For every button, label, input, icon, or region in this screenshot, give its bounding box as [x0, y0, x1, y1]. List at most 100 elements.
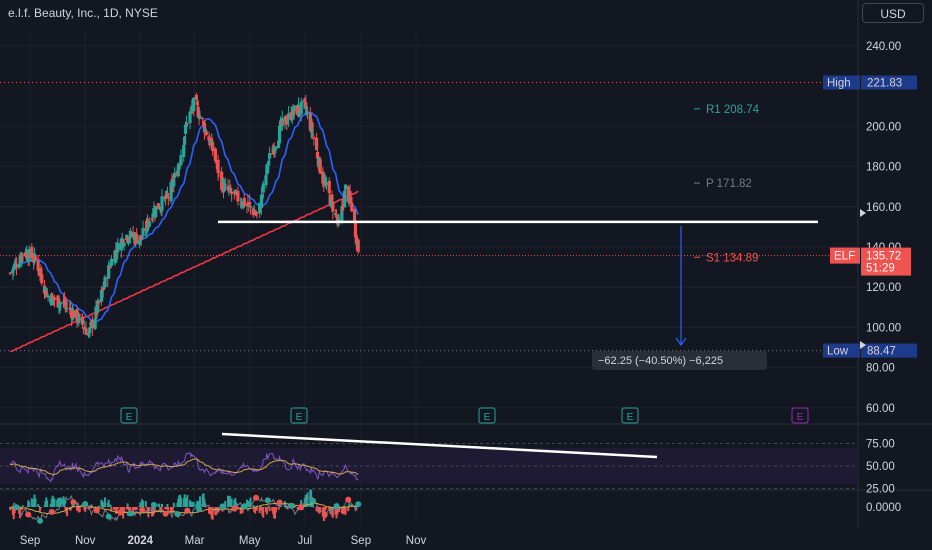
candle-body [315, 151, 320, 159]
currency-button[interactable]: USD [862, 3, 924, 23]
candle-body [107, 265, 111, 279]
candle-body [77, 314, 81, 324]
candle-body [305, 112, 310, 114]
candle-body [25, 253, 29, 260]
macd-histogram-bar [323, 507, 326, 515]
macd-histogram-bar [109, 504, 112, 507]
macd-histogram-bar [236, 505, 239, 507]
candle-body [341, 205, 345, 207]
candle-body [52, 297, 57, 300]
macd-cross-dot [241, 503, 248, 510]
price-tick-label: 60.00 [866, 403, 895, 415]
candle-body [198, 116, 202, 119]
candle-body [96, 300, 100, 313]
macd-histogram-bar [152, 507, 155, 514]
macd-cross-dot [25, 511, 32, 518]
candle-body [182, 144, 186, 158]
macd-histogram-bar [205, 507, 208, 508]
macd-histogram-bar [338, 507, 341, 513]
rsi-divergence-line [221, 432, 658, 459]
candle-body [249, 205, 253, 208]
macd-histogram-bar [28, 501, 31, 507]
macd-histogram-bar [198, 496, 201, 507]
macd-cross-dot [264, 497, 271, 504]
candle-body [226, 185, 230, 191]
price-tick-label: 180.00 [866, 162, 901, 174]
candle-body [303, 98, 307, 101]
macd-cross-dot [48, 508, 55, 515]
candle-body [248, 201, 252, 205]
candle-body [147, 221, 151, 227]
macd-histogram-bar [190, 501, 193, 507]
macd-cross-dot [93, 507, 100, 514]
candle-body [164, 195, 168, 200]
macd-histogram-bar [274, 507, 277, 519]
candle-body [272, 148, 276, 153]
candle-body [43, 287, 47, 292]
candle-body [330, 194, 334, 200]
earnings-marker-text: E [126, 412, 133, 423]
candle-body [340, 206, 344, 223]
rsi-tick-label: 50.00 [866, 461, 895, 473]
macd-histogram-bar [142, 500, 145, 507]
candle-body [223, 183, 227, 185]
candle-body [331, 201, 335, 212]
pivot-label: R1 208.74 [706, 104, 760, 116]
macd-tick-label: 0.0000 [866, 502, 901, 514]
macd-histogram-bar [280, 506, 283, 507]
candle-body [84, 328, 88, 335]
earnings-marker [290, 407, 308, 424]
candle-body [59, 302, 63, 304]
candle-body [216, 159, 220, 174]
macd-histogram-bar [132, 507, 135, 514]
ma-short-line [9, 111, 359, 323]
macd-histogram-bar [37, 504, 40, 507]
candle-body [36, 260, 40, 271]
candle-body [188, 111, 192, 123]
candle-body [88, 322, 93, 325]
macd-histogram-bar [224, 500, 227, 507]
candle-body [102, 286, 106, 288]
candle-body [348, 191, 352, 200]
candle-body [194, 94, 198, 101]
candle-body [11, 269, 15, 274]
candle-body [217, 170, 221, 172]
macd-histogram-bar [160, 507, 163, 512]
candle-body [305, 110, 309, 112]
macd-histogram-bar [286, 507, 289, 510]
candle-body [277, 125, 282, 144]
macd-histogram-bar [66, 507, 69, 517]
candle-body [113, 250, 117, 264]
macd-cross-dot [36, 517, 43, 524]
rsi-smoothed-line [10, 458, 359, 476]
candle-body [289, 111, 293, 121]
macd-histogram-bar [90, 504, 93, 507]
macd-cross-dot [309, 497, 316, 504]
candle-body [58, 303, 62, 307]
macd-histogram-bar [115, 507, 118, 513]
candle-body [254, 213, 258, 215]
earnings-marker [621, 407, 639, 424]
candle-body [314, 137, 319, 150]
candle-body [251, 208, 255, 216]
candle-body [40, 274, 44, 284]
candle-body [334, 214, 339, 218]
macd-cross-dot [345, 496, 352, 503]
candle-body [261, 183, 265, 193]
candle-body [312, 137, 316, 139]
macd-cross-dot [207, 508, 214, 515]
candle-body [165, 193, 170, 196]
macd-histogram-bar [161, 503, 164, 507]
candle-body [266, 167, 270, 169]
price-tag [861, 247, 911, 276]
candle-body [27, 248, 31, 263]
candle-body [151, 214, 155, 218]
macd-histogram-bar [9, 507, 12, 511]
macd-histogram-bar [110, 507, 113, 512]
candle-body [127, 238, 132, 240]
candle-body [267, 153, 272, 159]
candle-body [192, 97, 196, 112]
rsi-line [9, 452, 359, 483]
macd-histogram-bar [30, 498, 33, 507]
